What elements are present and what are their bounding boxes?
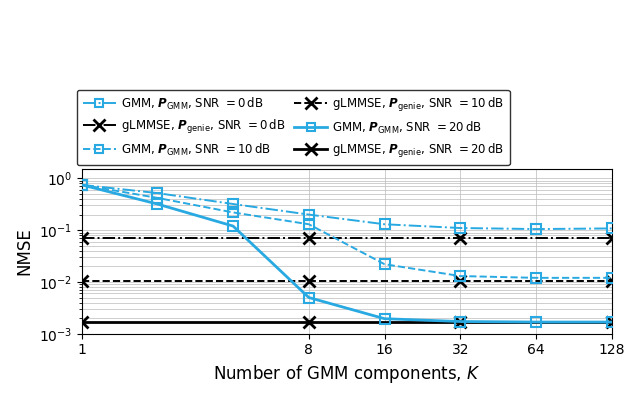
Legend: GMM, $\boldsymbol{P}_{\mathsf{GMM}}$, SNR $= 0\,$dB, gLMMSE, $\boldsymbol{P}_{\m: GMM, $\boldsymbol{P}_{\mathsf{GMM}}$, SN… bbox=[77, 90, 510, 166]
Y-axis label: NMSE: NMSE bbox=[15, 228, 33, 275]
X-axis label: Number of GMM components, $K$: Number of GMM components, $K$ bbox=[213, 363, 481, 385]
